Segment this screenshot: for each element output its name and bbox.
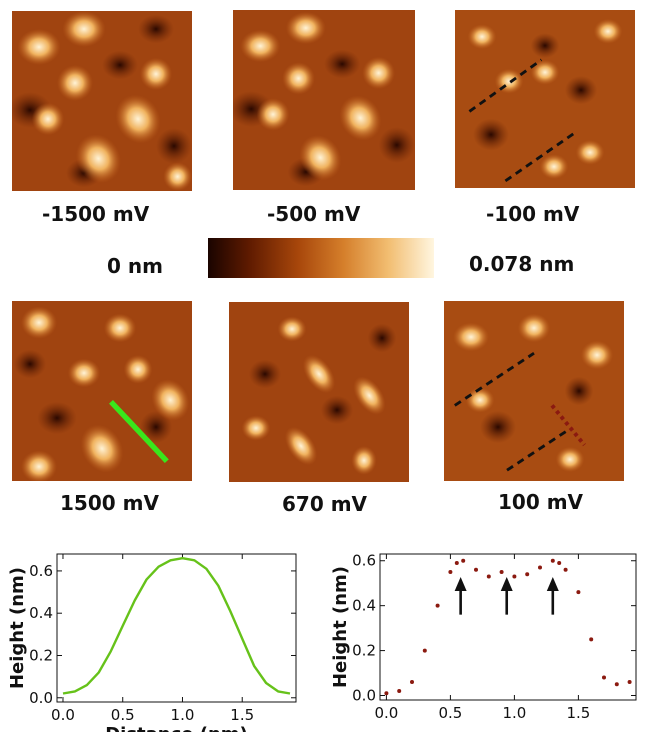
x-tick-label: 1.0	[171, 706, 195, 724]
y-tick-label: 0.6	[29, 562, 53, 580]
colorbar-min-label: 0 nm	[107, 254, 163, 278]
profile-line-red	[550, 404, 586, 447]
stm-image-panel-3	[455, 10, 635, 188]
data-point	[557, 560, 562, 565]
data-point	[454, 560, 459, 565]
stm-image-4	[12, 301, 192, 481]
y-tick-label: 0.0	[29, 689, 53, 707]
x-axis-label: Distance (nm)	[105, 724, 248, 732]
data-point	[602, 675, 606, 680]
colorbar	[208, 238, 434, 278]
y-tick-label: 0.2	[352, 642, 376, 660]
dashed-line	[504, 129, 579, 183]
height-profile-plot-red: 0.0 0.5 1.0 1.5 0.0 0.2 0.4 0.6 Height (nm)	[322, 548, 651, 732]
panel-label-6: 100 mV	[498, 490, 584, 514]
data-point	[499, 569, 504, 574]
dashed-line	[468, 58, 543, 113]
x-tick-label: 0.0	[374, 704, 398, 722]
data-point	[448, 569, 453, 574]
data-point	[474, 567, 478, 572]
stm-image-2	[233, 10, 415, 190]
data-point	[461, 558, 466, 563]
y-tick-label: 0.0	[352, 687, 376, 705]
data-point	[525, 572, 530, 577]
data-point	[563, 567, 568, 572]
panel-label-2: -500 mV	[267, 202, 361, 226]
panel-label-3: -100 mV	[486, 202, 580, 226]
colorbar-max-label: 0.078 nm	[469, 252, 575, 276]
data-point	[435, 603, 440, 608]
data-point	[614, 682, 619, 687]
data-point	[422, 648, 427, 653]
data-point	[410, 680, 414, 685]
dashed-line	[454, 351, 535, 407]
y-axis-label: Height (nm)	[330, 566, 351, 688]
x-tick-label: 1.0	[502, 704, 526, 722]
plot-frame	[379, 553, 637, 701]
stm-image-5	[229, 302, 409, 482]
x-tick-label: 0.5	[438, 704, 462, 722]
stm-image-1	[12, 11, 192, 191]
arrow-head	[454, 576, 467, 591]
x-tick-label: 0.5	[111, 706, 135, 724]
stm-image-6	[444, 301, 624, 481]
data-point	[576, 590, 581, 595]
arrow-head	[546, 576, 559, 591]
stm-image-3	[455, 10, 635, 188]
stm-image-panel-4	[12, 301, 192, 481]
x-tick-label: 1.5	[566, 704, 590, 722]
data-point	[512, 574, 517, 579]
data-point	[550, 558, 555, 563]
panel-label-1: -1500 mV	[42, 202, 150, 226]
stm-image-panel-2	[233, 10, 415, 190]
y-tick-label: 0.6	[352, 552, 376, 570]
y-tick-label: 0.2	[29, 646, 53, 664]
stm-image-panel-5	[229, 302, 409, 482]
stm-image-panel-1	[12, 11, 192, 191]
panel-label-5: 670 mV	[282, 492, 368, 516]
y-tick-label: 0.4	[29, 604, 53, 622]
x-tick-label: 0.0	[51, 706, 75, 724]
y-tick-label: 0.4	[352, 597, 376, 615]
data-point	[384, 691, 389, 696]
arrow-head	[500, 576, 513, 591]
profile-line-green	[109, 399, 169, 464]
series-line	[62, 556, 291, 695]
panel-label-4: 1500 mV	[60, 491, 159, 515]
y-axis-label: Height (nm)	[7, 567, 28, 689]
data-point	[397, 689, 402, 694]
data-point	[538, 565, 542, 570]
x-tick-label: 1.5	[230, 706, 254, 724]
data-point	[589, 637, 594, 642]
plot-frame	[56, 553, 297, 703]
data-point	[486, 574, 491, 579]
stm-image-panel-6	[444, 301, 624, 481]
data-point	[627, 680, 632, 685]
